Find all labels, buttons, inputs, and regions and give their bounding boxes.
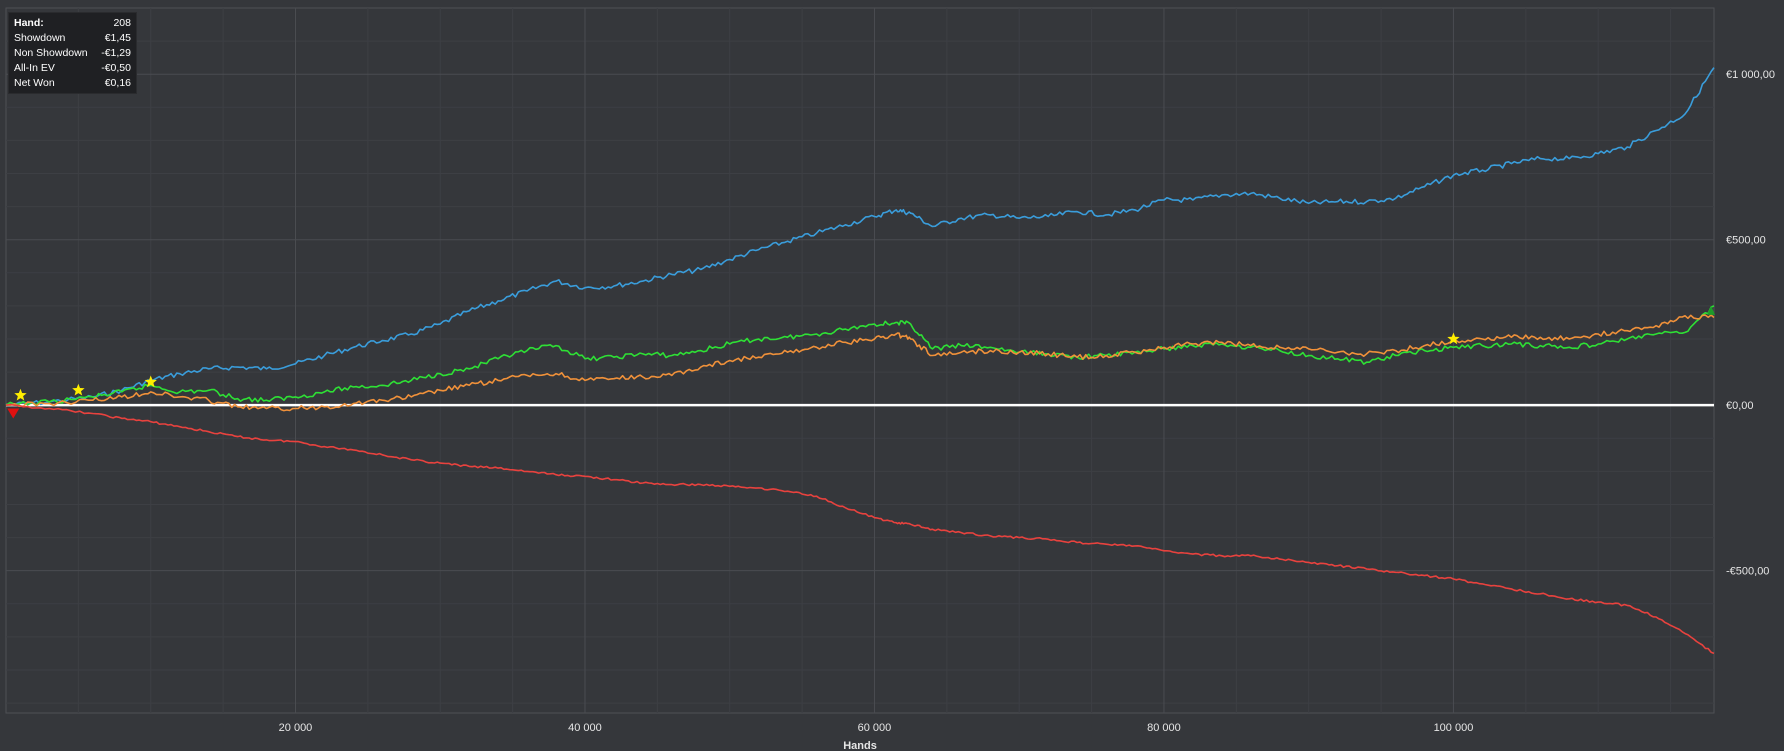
y-tick-label: -€500,00 — [1726, 566, 1769, 578]
series-line-red — [5, 403, 1715, 655]
stats-row: All-In EV -€0,50 — [9, 60, 136, 75]
stats-value: 208 — [113, 16, 131, 29]
stats-value: -€1,29 — [101, 46, 131, 59]
chart-markers — [7, 305, 1716, 419]
stats-row: Net Won €0,16 — [9, 75, 136, 90]
y-tick-label: €0,00 — [1726, 400, 1754, 412]
x-tick-label: 100 000 — [1434, 722, 1474, 734]
y-tick-label: €500,00 — [1726, 235, 1766, 247]
stats-row: Showdown €1,45 — [9, 30, 136, 45]
stats-panel: Hand: 208 Showdown €1,45 Non Showdown -€1,29 A… — [8, 12, 137, 94]
series-lines — [5, 67, 1715, 655]
stats-label: Net Won — [14, 76, 55, 89]
stats-value: €1,45 — [104, 31, 131, 44]
stats-row: Non Showdown -€1,29 — [9, 45, 136, 60]
series-line-green — [5, 305, 1715, 406]
star-marker — [72, 383, 85, 396]
stats-label: All-In EV — [14, 61, 55, 74]
series-line-blue — [5, 67, 1715, 406]
down-triangle-marker — [7, 408, 20, 419]
plot-frame — [5, 7, 1715, 714]
stats-row: Hand: 208 — [9, 15, 136, 30]
star-marker — [14, 388, 27, 401]
star-marker — [1447, 332, 1460, 345]
star-marker — [144, 375, 157, 388]
stats-label: Showdown — [14, 31, 66, 44]
x-tick-label: 20 000 — [279, 722, 313, 734]
stats-label: Non Showdown — [14, 46, 88, 59]
tick-labels: 20 000 40 000 60 000 80 000 100 000 €1 000,00… — [279, 69, 1775, 734]
y-tick-label: €1 000,00 — [1726, 69, 1775, 81]
series-line-orange — [6, 314, 1715, 412]
x-axis-title: Hands — [843, 740, 877, 751]
grid-lines — [5, 7, 1715, 714]
stats-rows: Hand: 208 Showdown €1,45 Non Showdown -€1,29 A… — [9, 15, 136, 90]
stats-label: Hand: — [14, 16, 44, 29]
stats-value: -€0,50 — [101, 61, 131, 74]
x-tick-label: 40 000 — [568, 722, 602, 734]
x-tick-label: 80 000 — [1147, 722, 1181, 734]
up-marker — [1707, 305, 1716, 315]
x-tick-label: 60 000 — [858, 722, 892, 734]
stats-value: €0,16 — [104, 76, 131, 89]
